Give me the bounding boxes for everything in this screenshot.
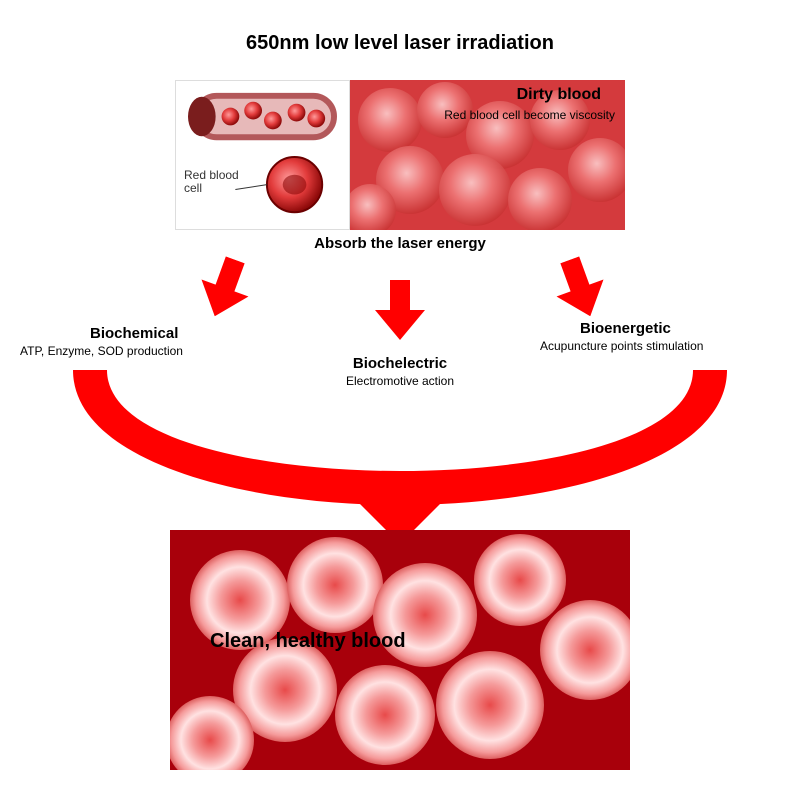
dirty-blood-panel: Dirty blood Red blood cell become viscos… xyxy=(350,80,625,230)
arrow-down-left-icon xyxy=(191,251,259,324)
branch-biochemical: Biochemical ATP, Enzyme, SOD production xyxy=(20,325,280,358)
clean-blood-panel: Clean, healthy blood xyxy=(170,530,630,770)
converging-arrow-icon xyxy=(30,370,770,540)
branch-left-title: Biochemical xyxy=(20,325,280,342)
blood-vessel-icon xyxy=(176,81,349,229)
page-title: 650nm low level laser irradiation xyxy=(0,32,800,55)
top-row: Red bloodcell Dirty blood Red blood cell… xyxy=(175,80,625,230)
branch-right-sub: Acupuncture points stimulation xyxy=(540,339,790,353)
dirty-blood-title: Dirty blood xyxy=(517,86,601,104)
vessel-panel: Red bloodcell xyxy=(175,80,350,230)
branch-bioenergetic: Bioenergetic Acupuncture points stimulat… xyxy=(540,320,790,353)
clean-blood-label: Clean, healthy blood xyxy=(210,630,406,653)
arrow-down-center-icon xyxy=(375,280,425,340)
absorb-caption: Absorb the laser energy xyxy=(0,235,800,252)
arrow-down-right-icon xyxy=(546,251,614,324)
vessel-label: Red bloodcell xyxy=(184,169,239,195)
dirty-blood-subtitle: Red blood cell become viscosity xyxy=(444,108,615,122)
branch-left-sub: ATP, Enzyme, SOD production xyxy=(20,344,280,358)
branch-right-title: Bioenergetic xyxy=(540,320,790,337)
